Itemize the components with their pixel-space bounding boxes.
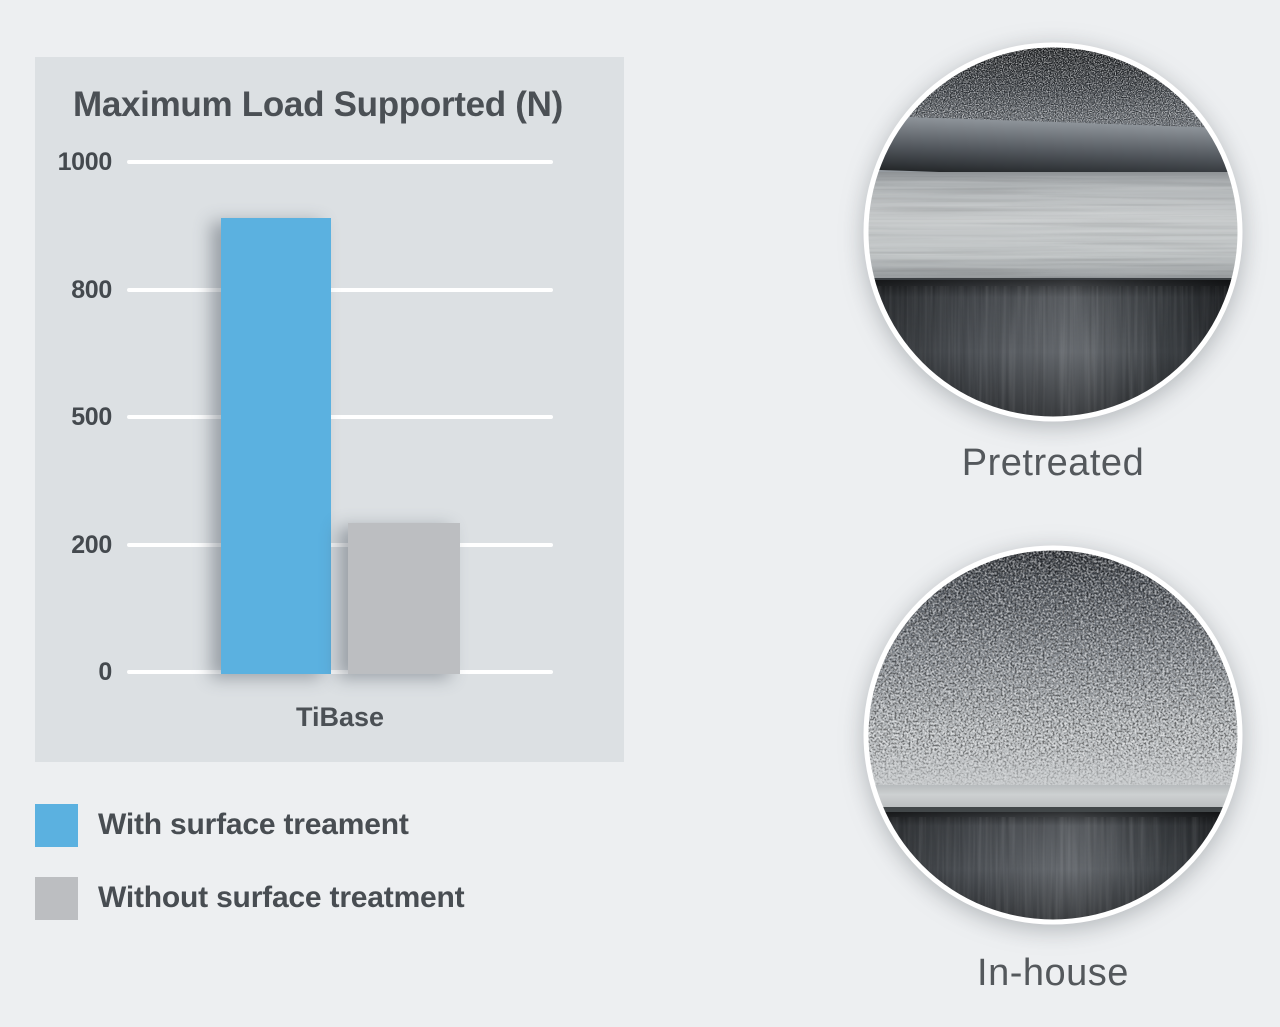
y-tick-label: 0 xyxy=(98,658,112,686)
legend-item-with-treatment: With surface treament xyxy=(35,803,464,847)
photo-ring xyxy=(863,545,1243,925)
bar-with-surface-treatment xyxy=(221,218,331,674)
y-tick-label: 1000 xyxy=(57,148,113,176)
gridline xyxy=(127,415,553,419)
gridline xyxy=(127,160,553,164)
legend-swatch-gray xyxy=(35,876,78,920)
plot-area: 1000 800 500 200 0 xyxy=(58,148,553,686)
inhouse-label: In-house xyxy=(977,952,1129,994)
pretreated-photo xyxy=(863,42,1243,422)
legend-label-with-treatment: With surface treament xyxy=(98,808,409,841)
y-tick-label: 500 xyxy=(71,403,112,431)
legend: With surface treament Without surface tr… xyxy=(35,803,465,920)
inhouse-photo xyxy=(863,545,1243,925)
legend-item-without-treatment: Without surface treatment xyxy=(35,876,465,920)
bar-without-surface-treatment xyxy=(348,523,460,674)
photo-ring xyxy=(863,42,1243,422)
pretreated-figure: Pretreated xyxy=(861,40,1245,485)
legend-label-without-treatment: Without surface treatment xyxy=(98,881,465,914)
gridline xyxy=(127,670,553,674)
gridline xyxy=(127,287,553,292)
pretreated-label: Pretreated xyxy=(961,442,1145,484)
x-category-label: TiBase xyxy=(295,702,385,732)
chart-title: Maximum Load Supported (N) xyxy=(73,85,563,124)
chart-panel: Maximum Load Supported (N) 1000 800 500 200… xyxy=(35,57,624,762)
gridline xyxy=(127,542,553,547)
y-tick-label: 200 xyxy=(71,530,112,559)
inhouse-figure: In-house xyxy=(861,543,1245,995)
y-tick-label: 800 xyxy=(71,275,112,304)
legend-swatch-blue xyxy=(35,803,78,847)
